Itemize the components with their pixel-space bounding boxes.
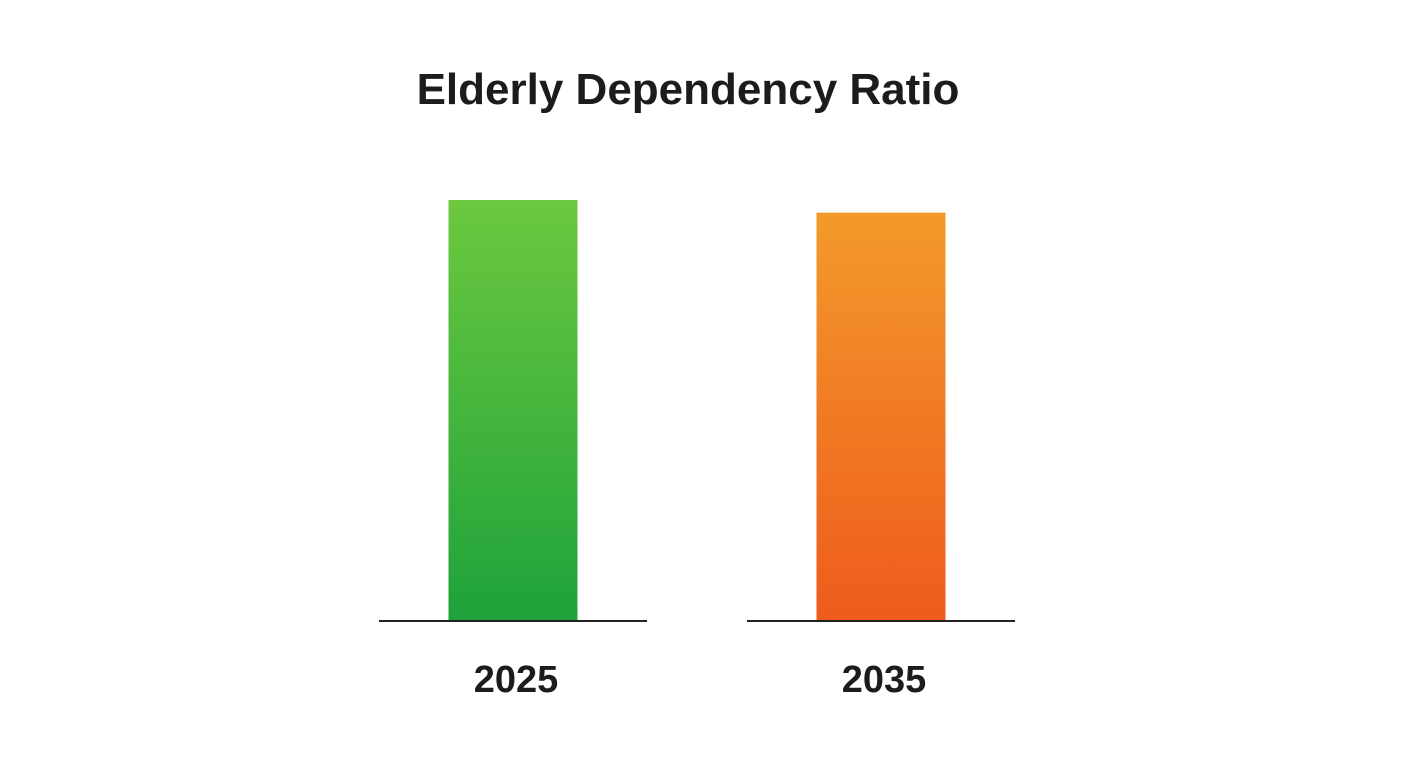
- bar-2035: [816, 212, 946, 621]
- bars: 2025 2035: [379, 200, 1015, 701]
- tick-label-2035: 2035: [842, 659, 927, 701]
- chart-title: Elderly Dependency Ratio: [417, 65, 960, 114]
- bar-2025: [448, 200, 578, 621]
- tick-label-2025: 2025: [474, 659, 559, 701]
